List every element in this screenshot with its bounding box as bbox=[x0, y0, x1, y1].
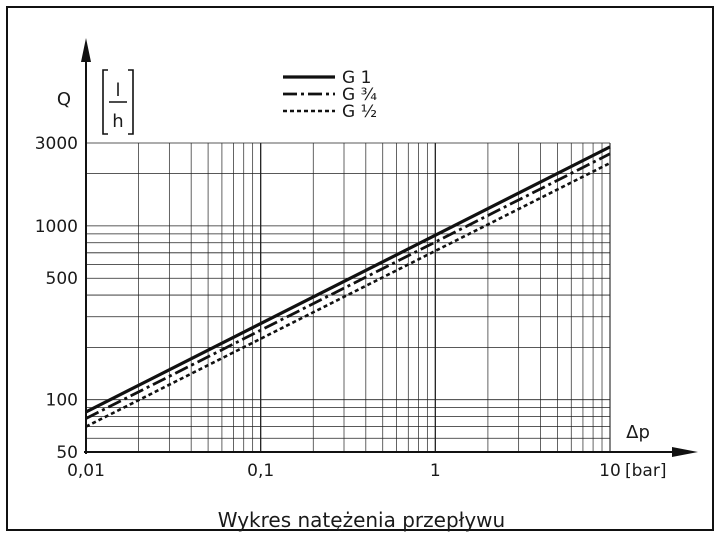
y-axis-label: Q bbox=[57, 89, 71, 110]
chart-axes bbox=[81, 38, 698, 457]
y-tick-label: 3000 bbox=[35, 134, 78, 154]
unit-bracket-right bbox=[128, 69, 134, 135]
y-tick-label: 100 bbox=[46, 391, 78, 411]
legend-label: G ½ bbox=[342, 102, 377, 122]
tick-labels: 0,01 0,1 1 10 [bar] 50 100 500 1000 3000 Δp Q lh bbox=[35, 69, 666, 481]
chart-caption: Wykres natężenia przepływu bbox=[217, 508, 506, 532]
y-tick-label: 500 bbox=[46, 269, 78, 289]
x-axis-unit: [bar] bbox=[625, 461, 666, 481]
x-tick-label: 1 bbox=[430, 461, 441, 481]
legend: G 1G ¾G ½ bbox=[283, 68, 377, 122]
legend-label: G 1 bbox=[342, 68, 371, 88]
y-tick-label: 50 bbox=[56, 443, 78, 463]
series-line-2 bbox=[85, 152, 611, 420]
y-axis-unit: lh bbox=[102, 69, 134, 135]
y-unit-numerator: l bbox=[115, 80, 120, 101]
y-axis-arrow-icon bbox=[81, 38, 91, 62]
x-tick-label: 0,1 bbox=[247, 461, 274, 481]
x-tick-label: 0,01 bbox=[67, 461, 105, 481]
chart-grid bbox=[85, 142, 611, 453]
x-axis-label: Δp bbox=[626, 422, 650, 443]
legend-label: G ¾ bbox=[342, 85, 377, 105]
x-tick-label: 10 bbox=[599, 461, 621, 481]
y-unit-denominator: h bbox=[112, 111, 123, 132]
series-lines bbox=[85, 145, 611, 428]
x-axis-arrow-icon bbox=[672, 447, 698, 457]
y-tick-label: 1000 bbox=[35, 217, 78, 237]
series-line-1 bbox=[85, 145, 611, 414]
unit-bracket-left bbox=[102, 69, 108, 135]
chart-frame bbox=[6, 6, 714, 531]
